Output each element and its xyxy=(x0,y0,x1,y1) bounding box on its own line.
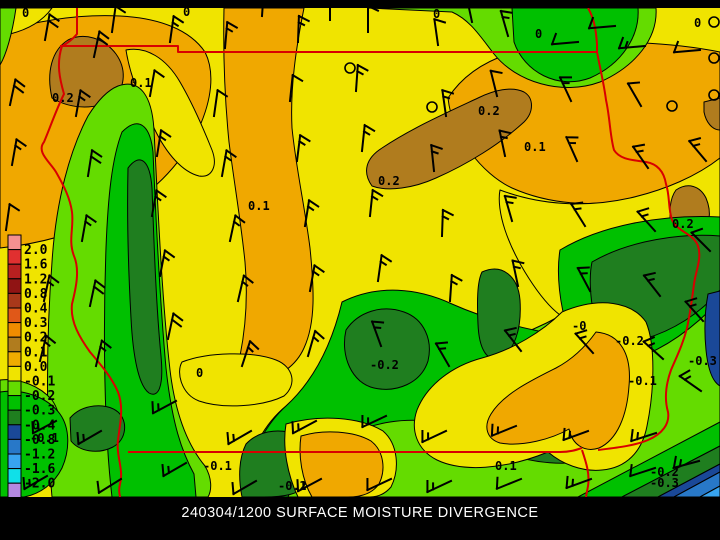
svg-text:-0: -0 xyxy=(572,319,586,333)
svg-text:0.2: 0.2 xyxy=(672,217,694,231)
state-borders xyxy=(40,8,701,497)
svg-text:-0.2: -0.2 xyxy=(650,465,679,479)
color-scale-bar: 2.01.61.20.80.40.30.20.10.0-0.1-0.2-0.3-… xyxy=(7,234,55,513)
map-title: 240304/1200 SURFACE MOISTURE DIVERGENCE xyxy=(181,505,539,521)
svg-text:-0.2: -0.2 xyxy=(370,358,399,372)
svg-text:0.2: 0.2 xyxy=(378,174,400,188)
svg-text:0.2: 0.2 xyxy=(478,104,500,118)
svg-text:0: 0 xyxy=(433,7,440,21)
svg-text:0.4: 0.4 xyxy=(24,302,48,317)
brown-regions xyxy=(49,36,720,240)
svg-text:-0.3: -0.3 xyxy=(650,476,679,490)
svg-text:0: 0 xyxy=(22,6,29,20)
svg-text:0.8: 0.8 xyxy=(24,287,48,302)
svg-text:0.1: 0.1 xyxy=(495,459,517,473)
map-area: 0 0 0000.20.10.10.20.20.10.2-0-0.2-0.3-0.1… xyxy=(0,5,720,497)
svg-text:-1.2: -1.2 xyxy=(24,448,55,463)
svg-text:-0.1: -0.1 xyxy=(203,459,232,473)
bottom-title-bar: 240304/1200 SURFACE MOISTURE DIVERGENCE xyxy=(0,497,720,540)
svg-text:2.0: 2.0 xyxy=(24,243,48,258)
svg-text:1.6: 1.6 xyxy=(24,258,48,273)
svg-text:-0.2: -0.2 xyxy=(278,479,307,493)
svg-text:-2.0: -2.0 xyxy=(24,477,55,492)
svg-text:0: 0 xyxy=(535,27,542,41)
blue-regions xyxy=(657,290,720,497)
svg-text:-0.1: -0.1 xyxy=(30,431,59,445)
svg-text:-0.3: -0.3 xyxy=(24,404,55,419)
svg-text:0: 0 xyxy=(694,16,701,30)
svg-text:0.0: 0.0 xyxy=(24,360,48,375)
svg-text:0.3: 0.3 xyxy=(24,316,47,331)
svg-text:-1.6: -1.6 xyxy=(24,462,55,477)
svg-text:1.2: 1.2 xyxy=(24,272,47,287)
svg-text:-0.1: -0.1 xyxy=(628,374,657,388)
svg-text:0.2: 0.2 xyxy=(52,91,74,105)
svg-text:-0.2: -0.2 xyxy=(24,389,55,404)
svg-text:-0.8: -0.8 xyxy=(24,433,55,448)
svg-text:-0.2: -0.2 xyxy=(615,334,644,348)
svg-text:-0.3: -0.3 xyxy=(688,354,717,368)
svg-text:0.2: 0.2 xyxy=(24,331,47,346)
svg-text:0.1: 0.1 xyxy=(24,345,48,360)
svg-text:-0.4: -0.4 xyxy=(24,418,55,433)
contour-labels: 0 0 0000.20.10.10.20.20.10.2-0-0.2-0.3-0.1… xyxy=(22,5,717,493)
positive-islands xyxy=(179,302,654,497)
wind-barbs xyxy=(4,8,712,496)
svg-text:-0.1: -0.1 xyxy=(24,375,55,390)
calm-station-circles xyxy=(344,16,720,113)
svg-text:0: 0 xyxy=(196,366,203,380)
svg-text:0.1: 0.1 xyxy=(130,76,152,90)
svg-text:0: 0 xyxy=(183,5,190,19)
svg-text:0.1: 0.1 xyxy=(524,140,546,154)
svg-text:0.1: 0.1 xyxy=(248,199,270,213)
